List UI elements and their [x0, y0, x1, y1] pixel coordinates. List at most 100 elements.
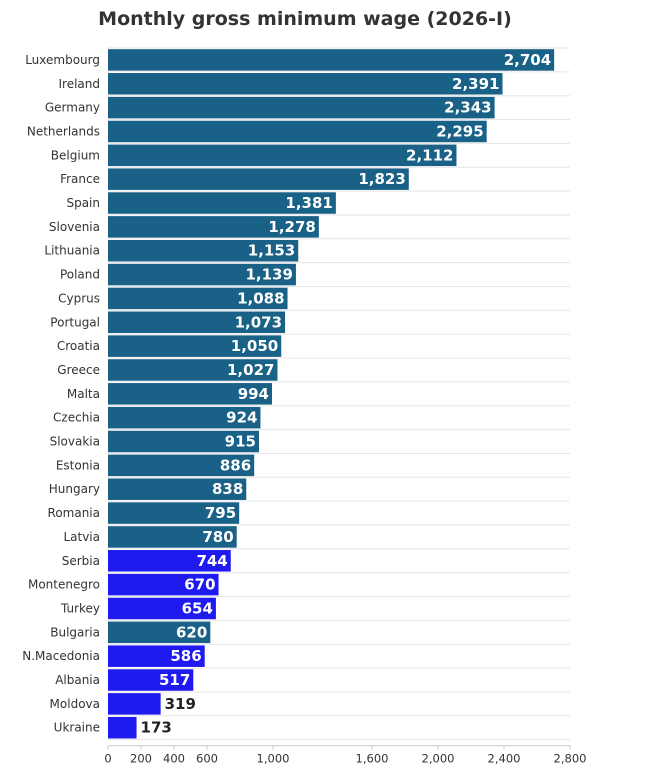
x-tick-label: 2,400	[488, 752, 521, 766]
value-label-romania: 795	[205, 504, 236, 522]
bar-montenegro	[108, 573, 219, 596]
value-label-ukraine: 173	[141, 719, 172, 737]
value-label-slovakia: 915	[225, 433, 256, 451]
category-label-turkey: Turkey	[60, 601, 100, 615]
bar-cyprus	[108, 287, 288, 310]
category-label-slovakia: Slovakia	[50, 435, 100, 449]
category-label-slovenia: Slovenia	[49, 220, 100, 234]
value-label-ireland: 2,391	[452, 75, 499, 93]
category-label-netherlands: Netherlands	[27, 124, 100, 138]
x-tick-label: 400	[163, 752, 185, 766]
category-label-latvia: Latvia	[63, 530, 100, 544]
bar-lithuania	[108, 239, 299, 262]
value-label-luxembourg: 2,704	[504, 51, 551, 69]
category-label-germany: Germany	[45, 101, 100, 115]
category-label-portugal: Portugal	[50, 315, 100, 329]
bar-turkey	[108, 597, 216, 620]
bar-portugal	[108, 311, 286, 334]
value-label-hungary: 838	[212, 480, 243, 498]
bar-n-macedonia	[108, 645, 205, 667]
bar-slovakia	[108, 430, 259, 453]
bar-ukraine	[108, 716, 137, 739]
bar-moldova	[108, 693, 161, 715]
value-label-greece: 1,027	[227, 361, 274, 379]
category-label-greece: Greece	[57, 363, 100, 377]
category-label-ukraine: Ukraine	[54, 721, 100, 735]
bar-serbia	[108, 550, 231, 572]
value-label-cyprus: 1,088	[237, 289, 284, 307]
category-label-france: France	[60, 172, 100, 186]
category-label-croatia: Croatia	[57, 339, 100, 353]
bar-bulgaria	[108, 621, 211, 644]
value-label-lithuania: 1,153	[248, 242, 295, 260]
bar-czechia	[108, 406, 261, 429]
category-label-serbia: Serbia	[62, 554, 100, 568]
value-label-estonia: 886	[220, 456, 251, 474]
bar-croatia	[108, 335, 282, 357]
category-label-czechia: Czechia	[53, 411, 100, 425]
value-label-bulgaria: 620	[176, 623, 207, 641]
category-label-belgium: Belgium	[51, 148, 100, 162]
value-label-n-macedonia: 586	[170, 647, 201, 665]
value-label-czechia: 924	[226, 409, 257, 427]
bar-malta	[108, 383, 273, 405]
category-label-ireland: Ireland	[58, 77, 100, 91]
category-label-malta: Malta	[67, 387, 100, 401]
category-label-lithuania: Lithuania	[44, 244, 100, 258]
value-label-malta: 994	[238, 385, 269, 403]
bar-luxembourg	[108, 49, 555, 71]
chart-title: Monthly gross minimum wage (2026-I)	[98, 8, 512, 30]
value-label-turkey: 654	[182, 599, 213, 617]
x-tick-label: 2,800	[554, 752, 587, 766]
category-label-spain: Spain	[66, 196, 100, 210]
category-label-moldova: Moldova	[50, 697, 100, 711]
category-label-hungary: Hungary	[49, 482, 100, 496]
value-label-portugal: 1,073	[235, 313, 282, 331]
category-label-montenegro: Montenegro	[28, 578, 100, 592]
bar-slovenia	[108, 216, 319, 238]
value-label-serbia: 744	[196, 552, 227, 570]
x-tick-label: 1,000	[257, 752, 290, 766]
value-label-croatia: 1,050	[231, 337, 278, 355]
category-label-cyprus: Cyprus	[58, 291, 100, 305]
value-label-poland: 1,139	[245, 266, 292, 284]
category-label-estonia: Estonia	[56, 458, 100, 472]
value-label-montenegro: 670	[184, 576, 215, 594]
bar-layer	[108, 49, 555, 739]
bar-greece	[108, 359, 278, 381]
bar-belgium	[108, 144, 457, 167]
category-label-romania: Romania	[48, 506, 100, 520]
bar-france	[108, 168, 409, 190]
bar-latvia	[108, 526, 237, 548]
x-tick-label: 1,600	[356, 752, 389, 766]
bar-hungary	[108, 478, 247, 500]
category-labels: Luxembourg Ireland Germany Netherlands Belgi…	[22, 53, 100, 735]
x-tick-label: 2,000	[422, 752, 455, 766]
bar-germany	[108, 96, 495, 119]
bar-spain	[108, 192, 336, 214]
bar-albania	[108, 669, 194, 691]
category-label-luxembourg: Luxembourg	[25, 53, 100, 67]
value-label-spain: 1,381	[285, 194, 332, 212]
value-label-latvia: 780	[202, 528, 233, 546]
bar-estonia	[108, 454, 255, 477]
x-tick-label: 600	[196, 752, 218, 766]
grid-layer	[108, 47, 570, 741]
category-label-poland: Poland	[60, 268, 100, 282]
category-label-n-macedonia: N.Macedonia	[22, 649, 100, 663]
x-tick-label: 200	[130, 752, 152, 766]
value-label-france: 1,823	[358, 170, 405, 188]
value-label-belgium: 2,112	[406, 146, 453, 164]
x-tick-label: 0	[104, 752, 111, 766]
bar-poland	[108, 263, 296, 286]
value-label-slovenia: 1,278	[268, 218, 315, 236]
value-label-moldova: 319	[165, 695, 196, 713]
bar-ireland	[108, 73, 503, 95]
value-label-germany: 2,343	[444, 99, 491, 117]
category-label-albania: Albania	[55, 673, 100, 687]
bar-romania	[108, 502, 240, 524]
category-label-bulgaria: Bulgaria	[50, 625, 100, 639]
value-label-netherlands: 2,295	[436, 122, 483, 140]
